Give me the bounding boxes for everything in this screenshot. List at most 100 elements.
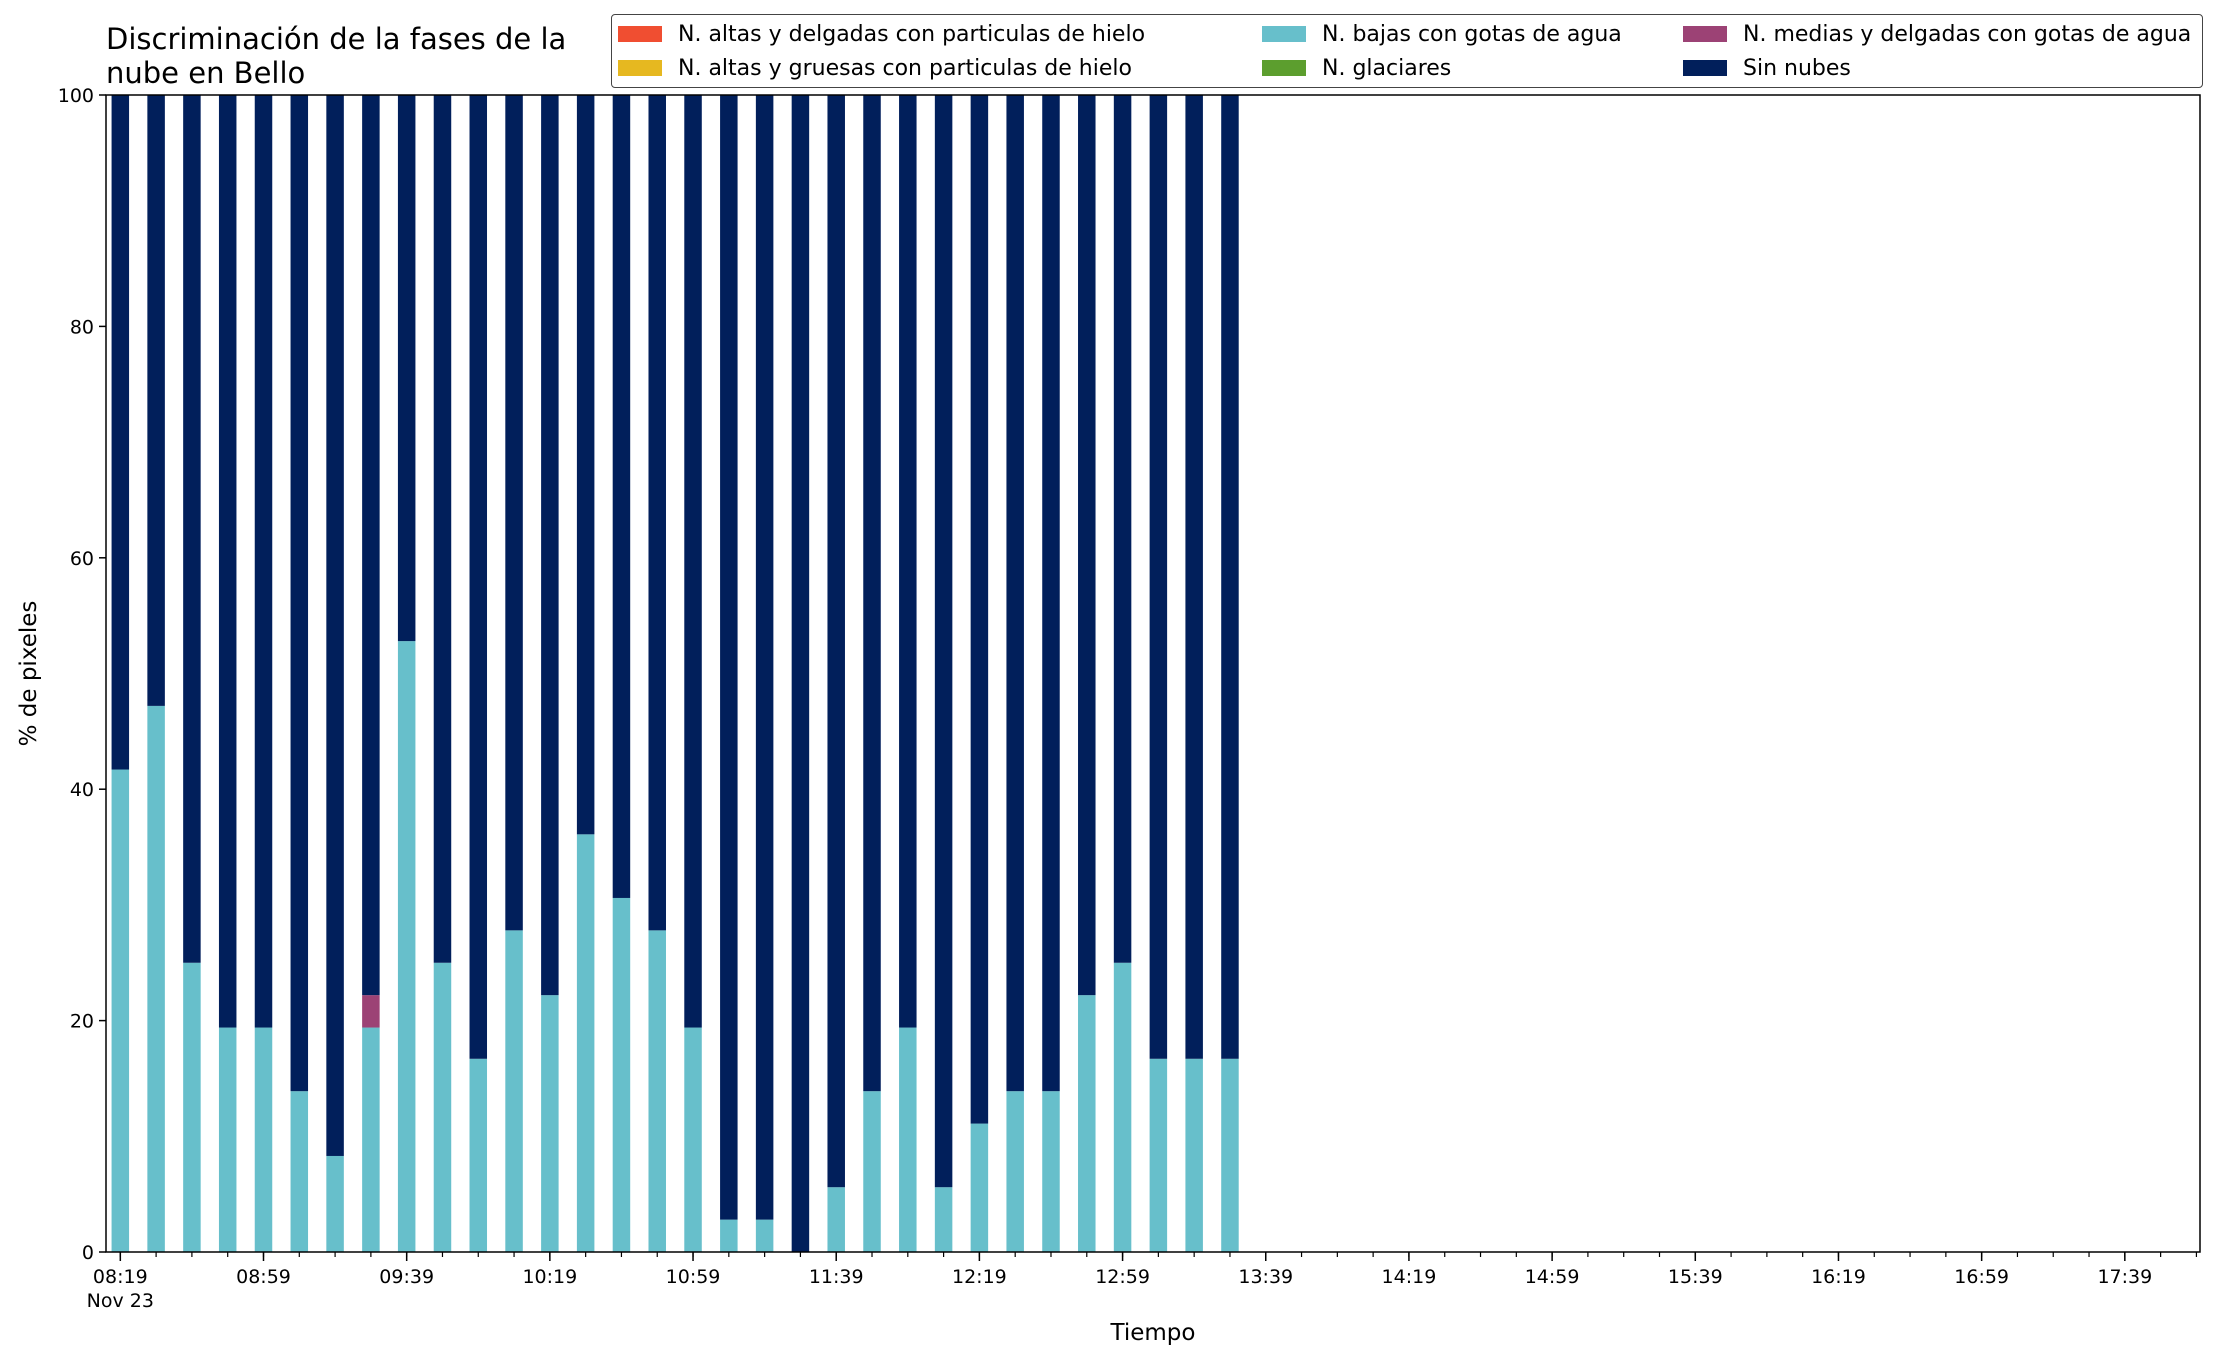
bar-segment bbox=[1149, 1058, 1168, 1252]
x-tick-label: 08:59 bbox=[236, 1266, 291, 1288]
bar-segment bbox=[648, 930, 666, 1252]
legend-swatch bbox=[1683, 26, 1727, 42]
bar-segment bbox=[111, 769, 130, 1252]
x-date-label: Nov 23 bbox=[87, 1290, 154, 1312]
bar-segment bbox=[827, 95, 845, 1188]
bar-segment bbox=[1006, 95, 1024, 1092]
bar-segment bbox=[1113, 962, 1132, 1252]
legend-item: N. altas y gruesas con particulas de hie… bbox=[618, 53, 1132, 83]
bar-segment bbox=[755, 95, 774, 1220]
bar-segment bbox=[1185, 95, 1203, 1059]
bar-segment bbox=[290, 95, 309, 1092]
legend-item: N. altas y delgadas con particulas de hi… bbox=[618, 19, 1145, 49]
plot-frame bbox=[105, 94, 2201, 1253]
y-tick-label: 60 bbox=[70, 548, 94, 570]
bar-segment bbox=[648, 95, 666, 931]
bar-segment bbox=[934, 95, 953, 1188]
bar-segment bbox=[755, 1219, 774, 1252]
bar-segment bbox=[1149, 95, 1168, 1059]
x-axis-label: Tiempo bbox=[1110, 1320, 1196, 1346]
bar-segment bbox=[1006, 1091, 1024, 1252]
bar-segment bbox=[505, 95, 523, 931]
bar-segment bbox=[684, 1027, 702, 1252]
bar-segment bbox=[362, 1027, 380, 1252]
x-tick-label: 15:39 bbox=[1668, 1266, 1723, 1288]
bar-segment bbox=[720, 1219, 738, 1252]
bar-segment bbox=[827, 1187, 845, 1252]
x-tick-label: 16:19 bbox=[1811, 1266, 1866, 1288]
bar-segment bbox=[970, 1123, 989, 1252]
legend-item: N. bajas con gotas de agua bbox=[1262, 19, 1622, 49]
legend-item: N. medias y delgadas con gotas de agua bbox=[1683, 19, 2191, 49]
bar-segment bbox=[612, 897, 631, 1252]
bar-segment bbox=[934, 1187, 953, 1252]
bar-segment bbox=[111, 95, 130, 770]
bar-segment bbox=[362, 995, 380, 1028]
bar-segment bbox=[397, 641, 416, 1252]
legend-swatch bbox=[1262, 26, 1306, 42]
legend-label: N. medias y delgadas con gotas de agua bbox=[1743, 21, 2192, 47]
x-tick-label: 09:39 bbox=[379, 1266, 434, 1288]
bar-segment bbox=[290, 1091, 309, 1252]
bar-segment bbox=[970, 95, 989, 1124]
bar-segment bbox=[218, 95, 237, 1028]
y-tick-label: 20 bbox=[70, 1011, 94, 1033]
bar-segment bbox=[505, 930, 523, 1252]
bar-segment bbox=[863, 1091, 881, 1252]
x-tick-label: 08:19 bbox=[93, 1266, 148, 1288]
bar-segment bbox=[183, 962, 201, 1252]
bar-segment bbox=[362, 95, 380, 996]
x-tick-label: 14:19 bbox=[1382, 1266, 1437, 1288]
x-tick-label: 14:59 bbox=[1525, 1266, 1580, 1288]
legend-item: N. glaciares bbox=[1262, 53, 1451, 83]
x-tick-label: 16:59 bbox=[1954, 1266, 2009, 1288]
bar-segment bbox=[576, 834, 595, 1252]
bar-segment bbox=[1078, 95, 1096, 996]
bar-segment bbox=[899, 95, 917, 1028]
bar-segment bbox=[254, 95, 273, 1028]
bar-segment bbox=[612, 95, 631, 898]
bar-segment bbox=[469, 95, 488, 1059]
x-tick-label: 10:59 bbox=[666, 1266, 721, 1288]
bar-segment bbox=[576, 95, 595, 835]
bar-segment bbox=[1042, 95, 1060, 1092]
bar-segment bbox=[254, 1027, 273, 1252]
x-tick-label: 17:39 bbox=[2097, 1266, 2152, 1288]
legend-swatch bbox=[618, 26, 662, 42]
bar-segment bbox=[1078, 995, 1096, 1252]
bar-segment bbox=[469, 1058, 488, 1252]
y-tick-label: 100 bbox=[58, 85, 94, 107]
bar-segment bbox=[218, 1027, 237, 1252]
x-tick-label: 11:39 bbox=[809, 1266, 864, 1288]
y-axis-label: % de pixeles bbox=[16, 601, 42, 747]
legend-swatch bbox=[1683, 60, 1727, 76]
bar-segment bbox=[1221, 95, 1239, 1059]
bar-segment bbox=[1113, 95, 1132, 963]
bar-segment bbox=[326, 1155, 344, 1252]
bar-segment bbox=[397, 95, 416, 642]
legend-label: Sin nubes bbox=[1743, 55, 1851, 81]
bar-segment bbox=[147, 705, 165, 1252]
x-tick-label: 12:19 bbox=[952, 1266, 1007, 1288]
legend-item: Sin nubes bbox=[1683, 53, 1851, 83]
y-tick-label: 40 bbox=[70, 779, 94, 801]
x-tick-label: 13:39 bbox=[1238, 1266, 1293, 1288]
bar-segment bbox=[541, 95, 559, 996]
legend-label: N. bajas con gotas de agua bbox=[1322, 21, 1622, 47]
bar-segment bbox=[183, 95, 201, 963]
legend-swatch bbox=[618, 60, 662, 76]
chart-title: Discriminación de la fases de la nube en… bbox=[106, 22, 566, 90]
bar-segment bbox=[1042, 1091, 1060, 1252]
bar-segment bbox=[433, 95, 452, 963]
legend-label: N. glaciares bbox=[1322, 55, 1452, 81]
bar-segment bbox=[899, 1027, 917, 1252]
y-tick-label: 80 bbox=[70, 316, 94, 338]
bar-segment bbox=[433, 962, 452, 1252]
chart-legend: N. altas y delgadas con particulas de hi… bbox=[611, 14, 2203, 88]
bar-segment bbox=[326, 95, 344, 1156]
bar-segment bbox=[684, 95, 702, 1028]
bar-segment bbox=[720, 95, 738, 1220]
bar-segment bbox=[541, 995, 559, 1252]
x-tick-label: 10:19 bbox=[522, 1266, 577, 1288]
